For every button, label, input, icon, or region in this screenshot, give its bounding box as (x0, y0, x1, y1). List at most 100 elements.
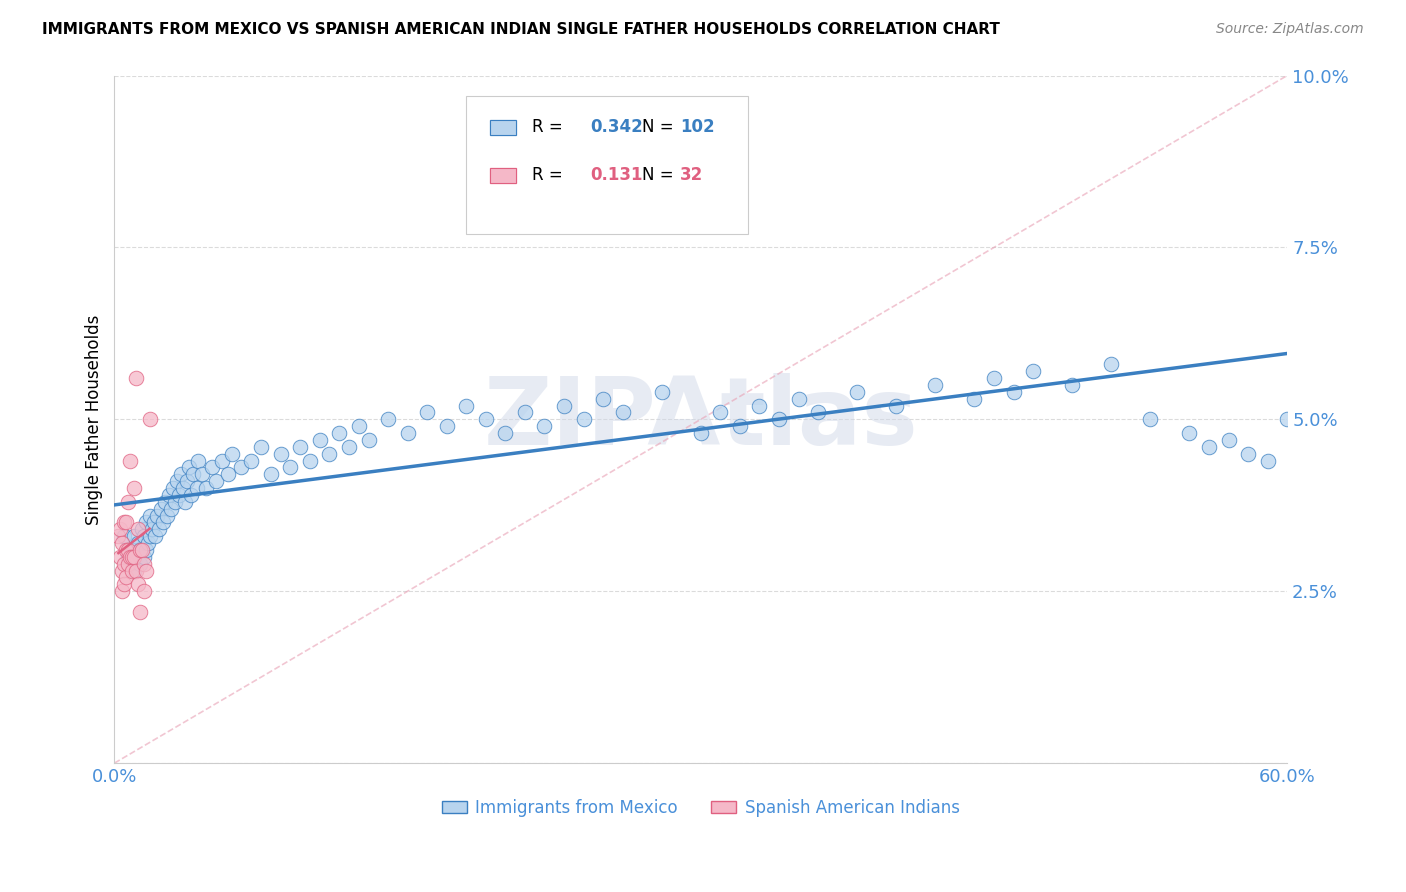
Point (122, 564, 145, 578)
Point (1334, 309, 1357, 323)
Point (127, 522, 149, 536)
Point (136, 536, 159, 550)
Point (112, 516, 135, 530)
Point (132, 584, 155, 599)
Point (1139, 412, 1161, 426)
Point (167, 488, 190, 502)
Text: R =: R = (531, 166, 568, 185)
Point (110, 549, 132, 564)
Point (135, 516, 157, 530)
Point (166, 474, 188, 488)
Point (146, 508, 169, 523)
Point (142, 516, 165, 530)
Point (1002, 384, 1025, 399)
Point (689, 426, 711, 441)
Point (111, 564, 134, 578)
Point (278, 460, 301, 475)
Point (176, 474, 198, 488)
Point (157, 488, 180, 502)
Point (416, 405, 439, 419)
Point (156, 508, 179, 523)
Point (221, 447, 243, 461)
Point (288, 440, 311, 454)
Point (138, 508, 160, 523)
Point (260, 467, 283, 482)
Point (1178, 426, 1201, 441)
Point (231, 460, 253, 475)
Point (240, 453, 263, 467)
Text: IMMIGRANTS FROM MEXICO VS SPANISH AMERICAN INDIAN SINGLE FATHER HOUSEHOLDS CORRE: IMMIGRANTS FROM MEXICO VS SPANISH AMERIC… (42, 22, 1000, 37)
Point (612, 405, 634, 419)
Point (1062, 378, 1084, 392)
Bar (489, 168, 516, 183)
Point (135, 564, 157, 578)
Point (115, 570, 138, 584)
Point (111, 584, 134, 599)
Point (572, 412, 595, 426)
Text: N =: N = (643, 118, 679, 136)
Point (138, 412, 160, 426)
Text: ZIPAtlas: ZIPAtlas (484, 374, 918, 466)
Point (181, 467, 204, 482)
Point (187, 453, 209, 467)
Point (1295, 171, 1317, 186)
Point (162, 481, 184, 495)
Point (533, 419, 555, 434)
Point (111, 536, 134, 550)
FancyBboxPatch shape (467, 96, 748, 234)
Point (128, 605, 150, 619)
Point (128, 543, 150, 558)
Point (118, 557, 141, 571)
Point (186, 481, 208, 495)
Point (1277, 412, 1299, 426)
Point (115, 516, 138, 530)
Text: Source: ZipAtlas.com: Source: ZipAtlas.com (1216, 22, 1364, 37)
Point (768, 412, 790, 426)
Point (138, 529, 160, 543)
Point (513, 405, 536, 419)
Point (122, 529, 145, 543)
Point (117, 495, 139, 509)
Point (357, 433, 380, 447)
Point (132, 549, 155, 564)
Point (112, 557, 135, 571)
Point (337, 440, 360, 454)
Point (983, 371, 1005, 385)
Point (121, 543, 143, 558)
Point (728, 419, 751, 434)
Point (651, 384, 673, 399)
Point (308, 433, 330, 447)
Point (191, 467, 214, 482)
Point (112, 529, 135, 543)
Point (1198, 440, 1220, 454)
Point (217, 467, 239, 482)
Point (118, 453, 141, 467)
Point (172, 481, 194, 495)
Point (155, 495, 177, 509)
Point (117, 557, 139, 571)
Point (396, 426, 419, 441)
Point (318, 447, 340, 461)
Point (748, 399, 770, 413)
Point (127, 536, 149, 550)
Point (128, 543, 150, 558)
Point (115, 543, 138, 558)
Point (846, 384, 869, 399)
Point (132, 557, 155, 571)
Point (107, 529, 129, 543)
Point (709, 405, 731, 419)
Text: 0.131: 0.131 (591, 166, 643, 185)
Text: 32: 32 (679, 166, 703, 185)
Point (201, 460, 224, 475)
Point (328, 426, 350, 441)
Point (121, 549, 143, 564)
Point (270, 447, 292, 461)
Point (177, 460, 200, 475)
Point (195, 481, 218, 495)
Point (128, 557, 150, 571)
Y-axis label: Single Father Households: Single Father Households (86, 314, 103, 524)
Point (592, 392, 614, 406)
Text: N =: N = (643, 166, 679, 185)
Point (456, 399, 478, 413)
Point (125, 549, 148, 564)
